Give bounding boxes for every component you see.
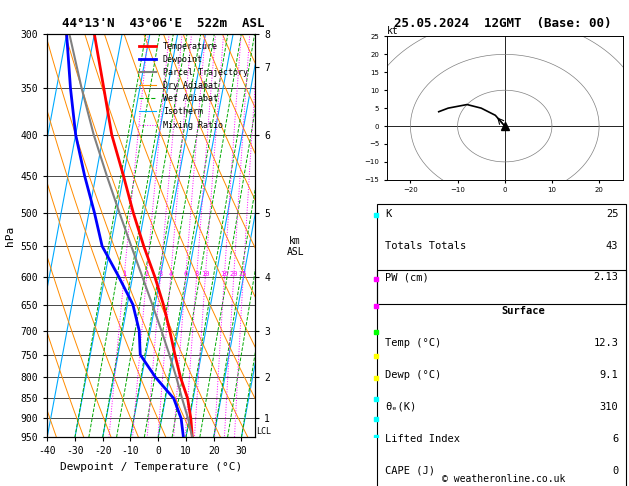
Text: Temp (°C): Temp (°C) — [385, 338, 441, 348]
Text: 0: 0 — [612, 466, 618, 476]
Text: 310: 310 — [599, 402, 618, 412]
Y-axis label: km
ASL: km ASL — [286, 236, 304, 257]
Text: 16: 16 — [220, 271, 228, 277]
Text: 25: 25 — [606, 208, 618, 219]
Text: 2.13: 2.13 — [593, 272, 618, 282]
Text: LCL: LCL — [256, 427, 271, 436]
Text: 12.3: 12.3 — [593, 338, 618, 348]
Text: 2: 2 — [145, 271, 148, 277]
Text: K: K — [385, 208, 391, 219]
Y-axis label: hPa: hPa — [5, 226, 15, 246]
Text: 6: 6 — [612, 434, 618, 444]
Text: Totals Totals: Totals Totals — [385, 241, 466, 251]
Text: 8: 8 — [194, 271, 199, 277]
Text: kt: kt — [387, 26, 399, 36]
Text: 1: 1 — [122, 271, 126, 277]
Bar — [377, 270, 626, 486]
Text: 4: 4 — [169, 271, 173, 277]
Text: 3: 3 — [159, 271, 162, 277]
Text: 44°13'N  43°06'E  522m  ASL: 44°13'N 43°06'E 522m ASL — [62, 17, 265, 30]
Bar — [377, 204, 626, 304]
Text: CAPE (J): CAPE (J) — [385, 466, 435, 476]
Text: Dewp (°C): Dewp (°C) — [385, 370, 441, 380]
Text: 25.05.2024  12GMT  (Base: 00): 25.05.2024 12GMT (Base: 00) — [394, 17, 612, 30]
X-axis label: Dewpoint / Temperature (°C): Dewpoint / Temperature (°C) — [60, 462, 242, 472]
Text: 43: 43 — [606, 241, 618, 251]
Text: 9.1: 9.1 — [599, 370, 618, 380]
Text: 6: 6 — [184, 271, 187, 277]
Text: © weatheronline.co.uk: © weatheronline.co.uk — [442, 473, 565, 484]
Text: Lifted Index: Lifted Index — [385, 434, 460, 444]
Text: 25: 25 — [239, 271, 247, 277]
Text: 20: 20 — [230, 271, 238, 277]
Text: Surface: Surface — [502, 307, 545, 316]
Text: 10: 10 — [201, 271, 209, 277]
Text: θₑ(K): θₑ(K) — [385, 402, 416, 412]
Text: PW (cm): PW (cm) — [385, 272, 428, 282]
Legend: Temperature, Dewpoint, Parcel Trajectory, Dry Adiabat, Wet Adiabat, Isotherm, Mi: Temperature, Dewpoint, Parcel Trajectory… — [136, 38, 251, 133]
